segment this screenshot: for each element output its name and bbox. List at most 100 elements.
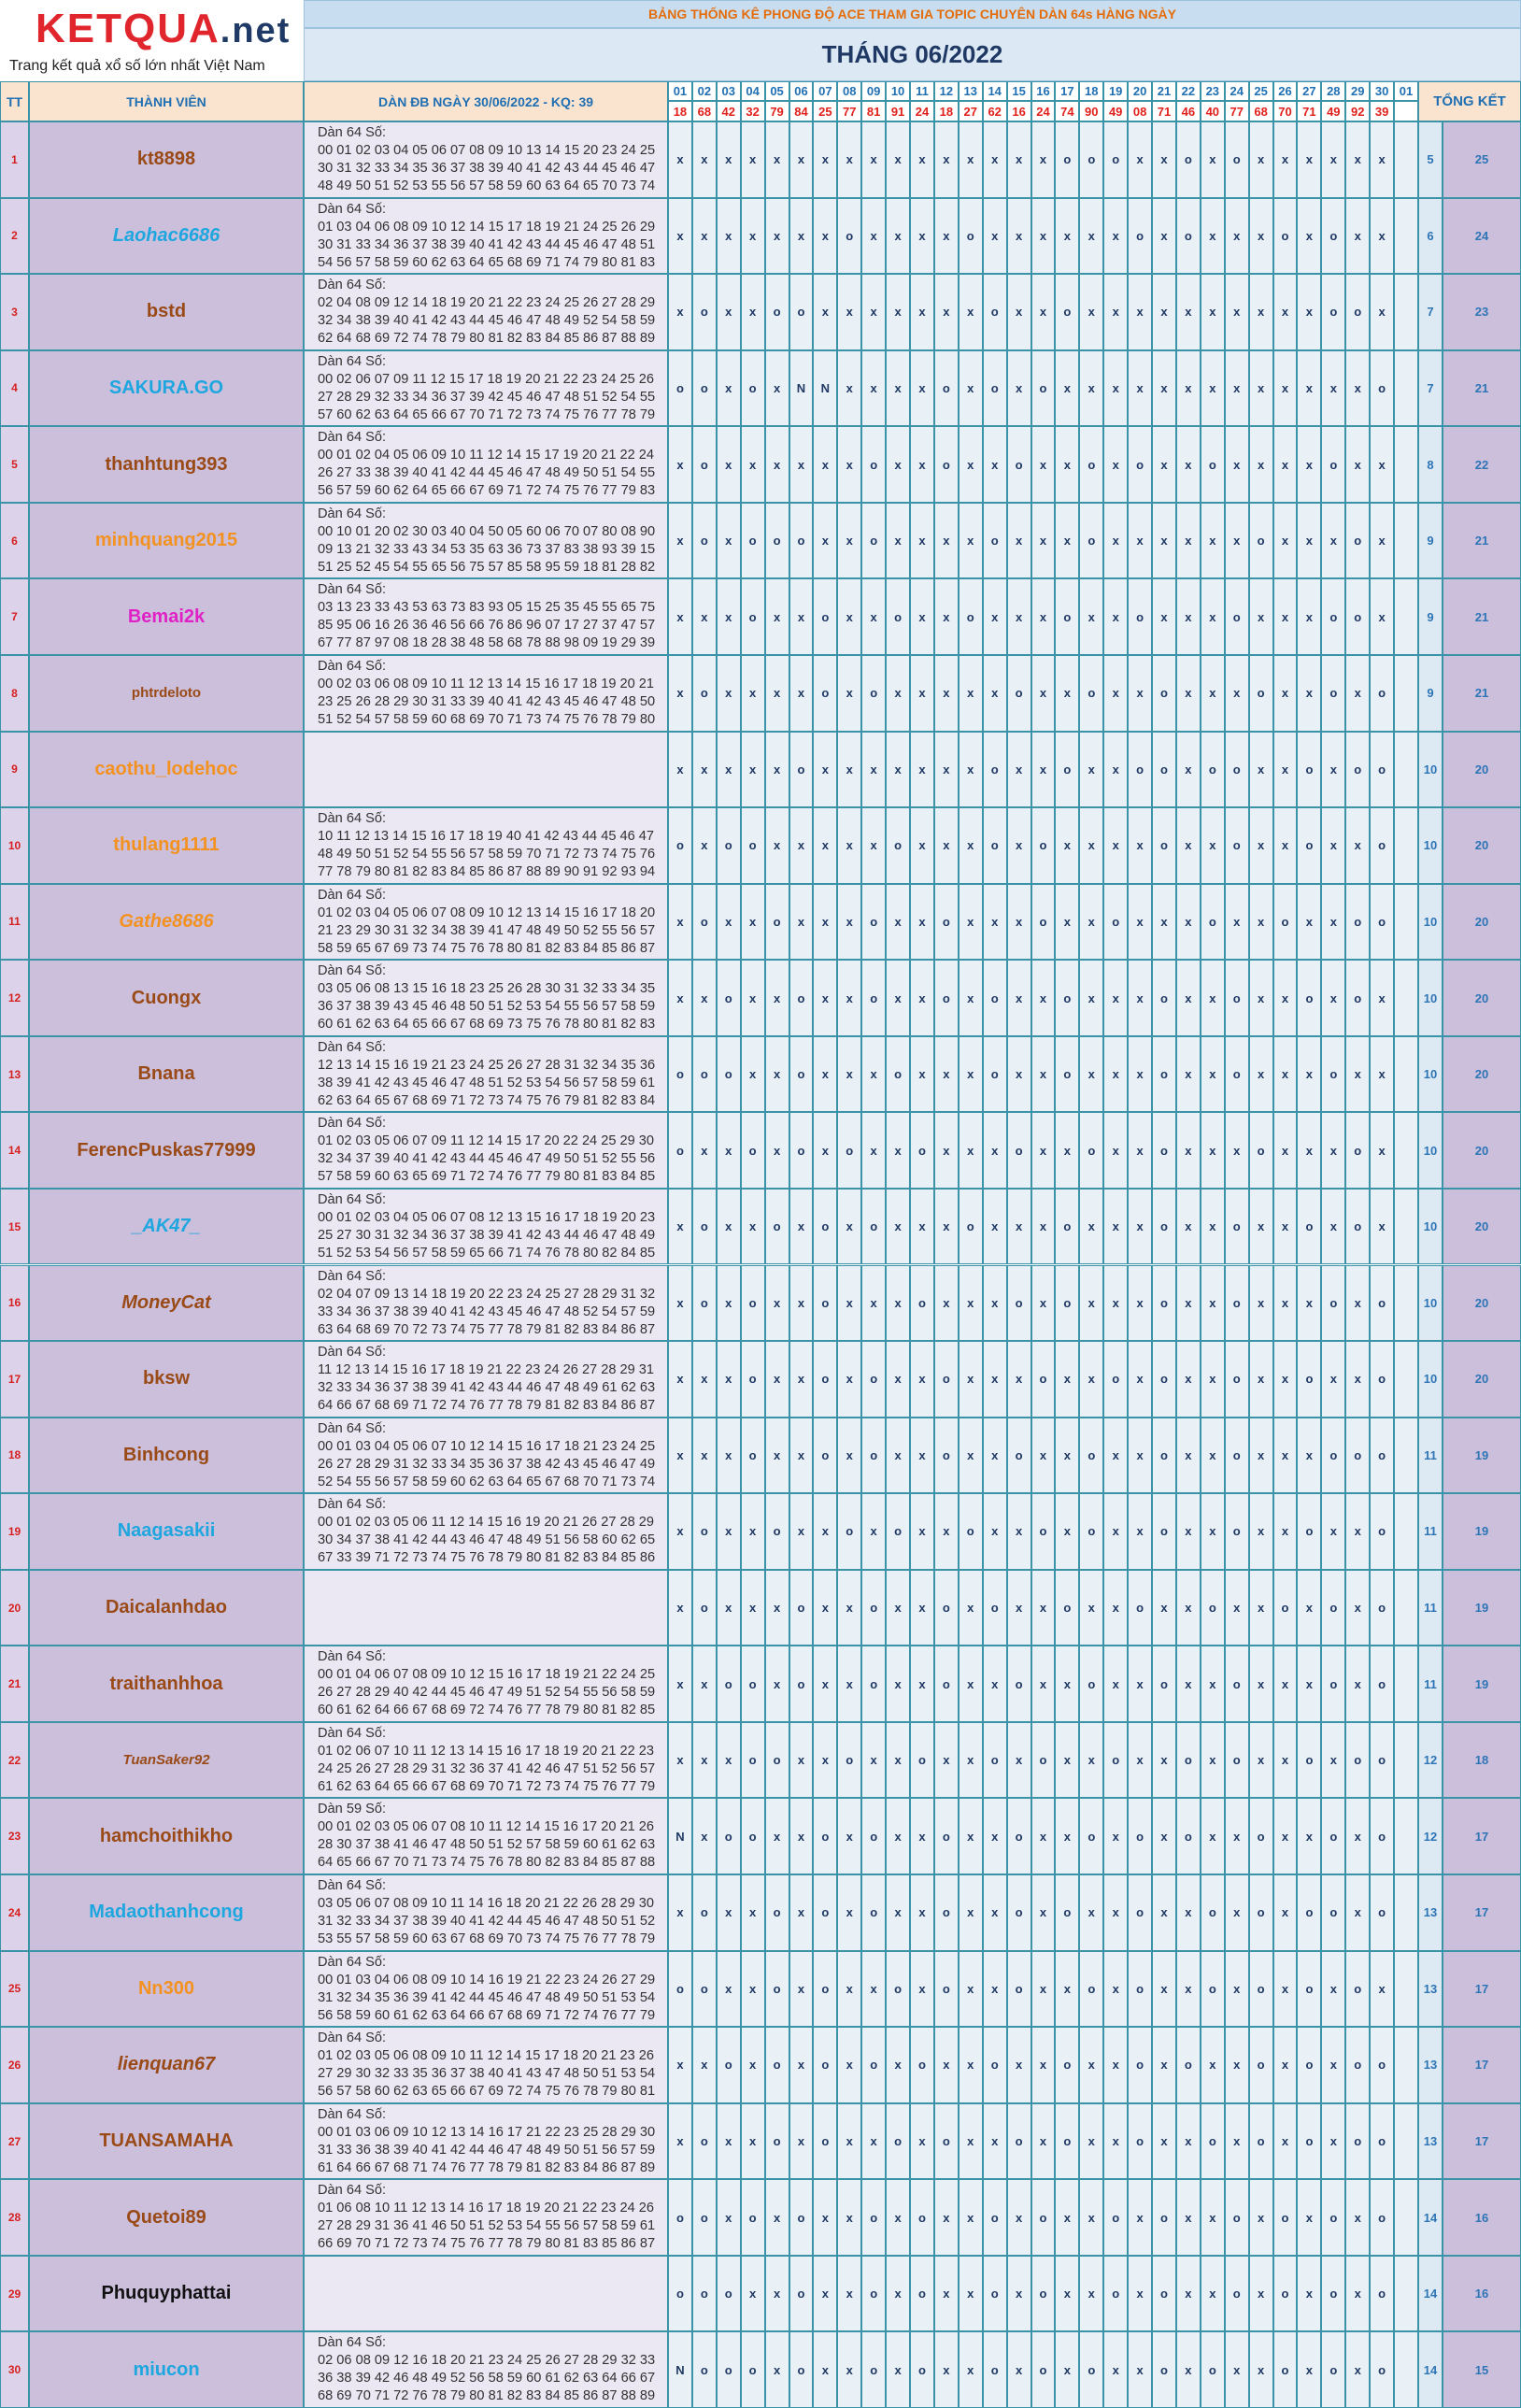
member-name: Bnana bbox=[29, 1035, 304, 1113]
mark-cell: x bbox=[1297, 274, 1322, 350]
mark-cell: o bbox=[764, 274, 789, 350]
mark-cell: x bbox=[958, 1112, 983, 1189]
mark-cell: x bbox=[1224, 349, 1249, 427]
mark-cell: x bbox=[1175, 807, 1201, 884]
mark-cell: x bbox=[1128, 1188, 1153, 1265]
mark-cell: x bbox=[1152, 1721, 1176, 1799]
mark-cell: x bbox=[1272, 1417, 1298, 1494]
dan-cell: Dàn 64 Số: 03 05 06 08 13 15 16 18 23 25 … bbox=[304, 960, 668, 1036]
mark-cell bbox=[1394, 654, 1418, 732]
mark-cell: o bbox=[1321, 1569, 1346, 1646]
mark-cell: x bbox=[1152, 1874, 1176, 1951]
hits-count: 14 bbox=[1418, 2255, 1443, 2332]
mark-cell: x bbox=[1345, 1493, 1371, 1570]
mark-cell: x bbox=[1200, 1417, 1225, 1494]
mark-cell: o bbox=[1128, 2102, 1153, 2180]
mark-cell: x bbox=[1031, 426, 1056, 503]
mark-cell: o bbox=[1248, 1112, 1273, 1189]
mark-cell: o bbox=[982, 1569, 1007, 1646]
mark-cell: x bbox=[1248, 2331, 1273, 2408]
mark-cell: x bbox=[1370, 121, 1395, 198]
hits-count: 11 bbox=[1418, 1569, 1443, 1646]
mark-cell: x bbox=[1152, 426, 1176, 503]
mark-cell: x bbox=[1297, 1264, 1322, 1342]
mark-cell: x bbox=[789, 1341, 814, 1418]
mark-cell: o bbox=[861, 2331, 887, 2408]
mark-cell: o bbox=[982, 807, 1007, 884]
mark-cell: o bbox=[982, 731, 1007, 808]
mark-cell: o bbox=[1345, 1417, 1371, 1494]
mark-cell: o bbox=[716, 2331, 741, 2408]
mark-cell: x bbox=[886, 197, 911, 275]
mark-cell: o bbox=[740, 1264, 765, 1342]
mark-cell: o bbox=[1248, 2102, 1273, 2180]
dan-title: Dàn 64 Số: bbox=[318, 430, 387, 446]
mark-cell: x bbox=[1200, 1188, 1225, 1265]
mark-cell bbox=[1394, 578, 1418, 655]
mark-cell: x bbox=[764, 426, 789, 503]
mark-cell: x bbox=[933, 274, 959, 350]
mark-cell: o bbox=[813, 654, 838, 732]
mark-cell: N bbox=[789, 349, 814, 427]
mark-cell: x bbox=[1248, 2179, 1273, 2256]
mark-cell: x bbox=[1103, 578, 1129, 655]
mark-cell: o bbox=[1224, 2255, 1249, 2332]
mark-cell: x bbox=[933, 197, 959, 275]
mark-cell: x bbox=[958, 1874, 983, 1951]
mark-cell: x bbox=[1006, 274, 1031, 350]
mark-cell: x bbox=[1297, 883, 1322, 961]
mark-cell: o bbox=[886, 1950, 911, 2028]
mark-cell: x bbox=[813, 1721, 838, 1799]
mark-cell: x bbox=[958, 121, 983, 198]
mark-cell: o bbox=[933, 1341, 959, 1418]
mark-cell: o bbox=[1345, 883, 1371, 961]
mark-cell: o bbox=[1200, 426, 1225, 503]
mark-cell: x bbox=[789, 578, 814, 655]
mark-cell: o bbox=[716, 1646, 741, 1722]
mark-cell: x bbox=[982, 1493, 1007, 1570]
misses-count: 20 bbox=[1443, 807, 1521, 884]
mark-cell: x bbox=[1055, 2179, 1080, 2256]
mark-cell: o bbox=[861, 1341, 887, 1418]
dan-numbers: 00 02 03 06 08 09 10 11 12 13 14 15 16 1… bbox=[318, 676, 656, 731]
member-name: phtrdeloto bbox=[29, 654, 304, 732]
mark-cell bbox=[1394, 960, 1418, 1036]
mark-cell: x bbox=[1055, 1341, 1080, 1418]
mark-cell: o bbox=[789, 2179, 814, 2256]
mark-cell: x bbox=[837, 426, 862, 503]
mark-cell: o bbox=[910, 1112, 934, 1189]
mark-cell: o bbox=[1321, 1417, 1346, 1494]
mark-cell: x bbox=[813, 960, 838, 1036]
result-header: 90 bbox=[1079, 101, 1104, 121]
mark-cell bbox=[1394, 1264, 1418, 1342]
mark-cell: x bbox=[1031, 502, 1056, 579]
day-header: 22 bbox=[1175, 81, 1201, 101]
mark-cell: x bbox=[740, 121, 765, 198]
mark-cell: o bbox=[1248, 2027, 1273, 2103]
mark-cell: x bbox=[1031, 1112, 1056, 1189]
dan-cell: Dàn 64 Số: 03 05 06 07 08 09 10 11 14 16 … bbox=[304, 1874, 668, 1951]
mark-cell: x bbox=[668, 197, 692, 275]
mark-cell: o bbox=[982, 349, 1007, 427]
mark-cell: o bbox=[1079, 121, 1104, 198]
row-number: 4 bbox=[0, 349, 29, 427]
mark-cell: x bbox=[1272, 1341, 1298, 1418]
dan-title: Dàn 64 Số: bbox=[318, 1268, 387, 1284]
mark-cell: o bbox=[813, 2027, 838, 2103]
mark-cell: x bbox=[982, 883, 1007, 961]
mark-cell: x bbox=[910, 1035, 934, 1113]
mark-cell: x bbox=[837, 2179, 862, 2256]
mark-cell: x bbox=[910, 1493, 934, 1570]
mark-cell: x bbox=[668, 426, 692, 503]
mark-cell: x bbox=[933, 1035, 959, 1113]
mark-cell: o bbox=[933, 1417, 959, 1494]
mark-cell: x bbox=[1079, 274, 1104, 350]
mark-cell: x bbox=[837, 960, 862, 1036]
mark-cell: x bbox=[716, 1950, 741, 2028]
dan-title: Dàn 64 Số: bbox=[318, 1420, 387, 1436]
mark-cell: o bbox=[813, 1188, 838, 1265]
logo-text: KETQUA bbox=[36, 6, 220, 51]
mark-cell: o bbox=[886, 1493, 911, 1570]
mark-cell: o bbox=[1272, 197, 1298, 275]
hits-count: 5 bbox=[1418, 121, 1443, 198]
